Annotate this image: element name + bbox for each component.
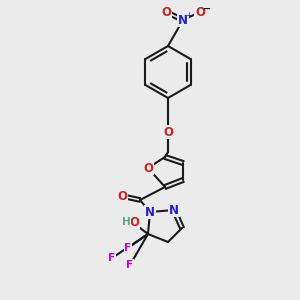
Text: O: O bbox=[129, 215, 139, 229]
Text: O: O bbox=[161, 5, 171, 19]
Text: N: N bbox=[145, 206, 155, 218]
Text: N: N bbox=[169, 203, 179, 217]
Text: O: O bbox=[195, 5, 205, 19]
Text: O: O bbox=[143, 161, 153, 175]
Text: N: N bbox=[178, 14, 188, 26]
Text: F: F bbox=[124, 243, 132, 253]
Text: H: H bbox=[122, 217, 130, 227]
Text: F: F bbox=[108, 253, 116, 263]
Text: O: O bbox=[163, 125, 173, 139]
Text: −: − bbox=[203, 4, 211, 14]
Text: O: O bbox=[117, 190, 127, 202]
Text: F: F bbox=[126, 260, 134, 270]
Text: +: + bbox=[186, 11, 192, 20]
